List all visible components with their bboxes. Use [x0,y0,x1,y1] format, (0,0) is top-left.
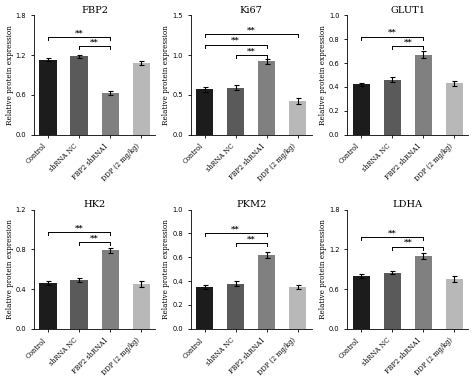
Title: GLUT1: GLUT1 [390,6,425,15]
Bar [39,60,56,134]
Y-axis label: Relative protein expression: Relative protein expression [319,219,327,319]
Text: **: ** [403,238,412,246]
Bar [415,256,432,329]
Text: **: ** [231,36,240,44]
Y-axis label: Relative protein expression: Relative protein expression [6,219,14,319]
Bar [446,83,463,134]
Bar [353,85,370,134]
Bar [101,250,118,329]
Text: **: ** [403,38,412,45]
Y-axis label: Relative protein expression: Relative protein expression [162,219,170,319]
Bar [196,287,213,329]
Text: **: ** [247,46,255,54]
Bar [196,89,213,134]
Text: **: ** [231,224,240,232]
Y-axis label: Relative protein expression: Relative protein expression [319,25,327,125]
Text: **: ** [388,28,397,36]
Y-axis label: Relative protein expression: Relative protein expression [162,25,170,125]
Bar [415,55,432,134]
Bar [133,284,150,329]
Bar [101,93,118,134]
Text: **: ** [74,224,83,231]
Text: **: ** [247,234,255,242]
Bar [353,276,370,329]
Bar [71,280,88,329]
Text: **: ** [90,38,99,46]
Text: **: ** [388,229,397,236]
Text: **: ** [74,28,83,36]
Title: HK2: HK2 [83,200,106,209]
Text: **: ** [90,233,99,241]
Bar [71,56,88,134]
Title: FBP2: FBP2 [81,6,108,15]
Bar [227,88,244,134]
Bar [133,63,150,134]
Title: PKM2: PKM2 [236,200,266,209]
Bar [227,283,244,329]
Title: Ki67: Ki67 [240,6,263,15]
Title: LDHA: LDHA [393,200,423,209]
Bar [258,255,275,329]
Bar [446,279,463,329]
Y-axis label: Relative protein expression: Relative protein expression [6,25,14,125]
Bar [384,273,401,329]
Bar [384,80,401,134]
Bar [289,101,306,134]
Bar [39,283,56,329]
Bar [289,287,306,329]
Text: **: ** [247,25,255,33]
Bar [258,61,275,134]
